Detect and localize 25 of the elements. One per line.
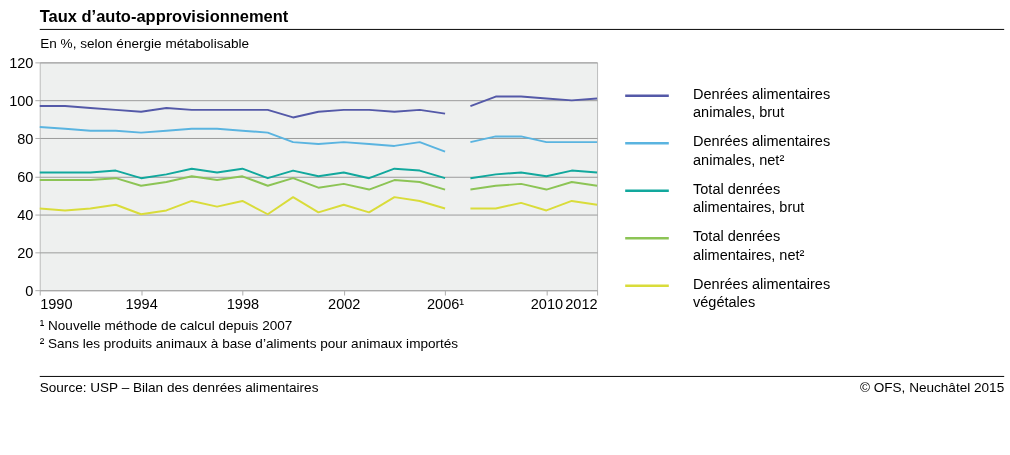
chart-title: Taux d’auto-approvisionnement (39, 6, 289, 25)
y-tick-label: 40 (17, 206, 34, 223)
y-axis-title: En %, selon énergie métabolisable (40, 36, 250, 52)
source-note: Source: USP – Bilan des denrées alimentaires (39, 379, 319, 395)
y-tick-label: 120 (9, 54, 34, 71)
text: © OFS, Neuchâtel 2015 (859, 379, 1005, 395)
y-tick-label: 60 (17, 168, 34, 185)
y-tick-label: 20 (17, 244, 34, 261)
legend-label: Total denrées alimentaires, brut (693, 180, 805, 216)
legend-label: Denrées alimentaires végétales (693, 275, 831, 311)
text: ² Sans les produits animaux à base d’aliments pour animaux importés (39, 336, 459, 352)
text: ¹ Nouvelle méthode de calcul depuis 2007 (39, 317, 293, 333)
x-tick-label: 2012 (565, 296, 598, 313)
x-tick-label: 2010 (530, 296, 564, 313)
y-tick-label: 100 (9, 92, 34, 109)
y-tick-label: 80 (17, 130, 34, 147)
x-tick-label: 2006¹ (426, 296, 465, 313)
x-tick-label: 1990 (40, 296, 73, 313)
x-tick-label: 2002 (328, 296, 361, 313)
legend-label: Denrées alimentaires animales, brut (693, 85, 831, 121)
y-tick-label: 0 (25, 282, 34, 299)
x-tick-label: 1994 (125, 296, 158, 313)
x-tick-label: 1998 (226, 296, 260, 313)
legend-label: Total denrées alimentaires, net² (693, 228, 805, 263)
legend-label: Denrées alimentaires animales, net² (693, 133, 831, 168)
